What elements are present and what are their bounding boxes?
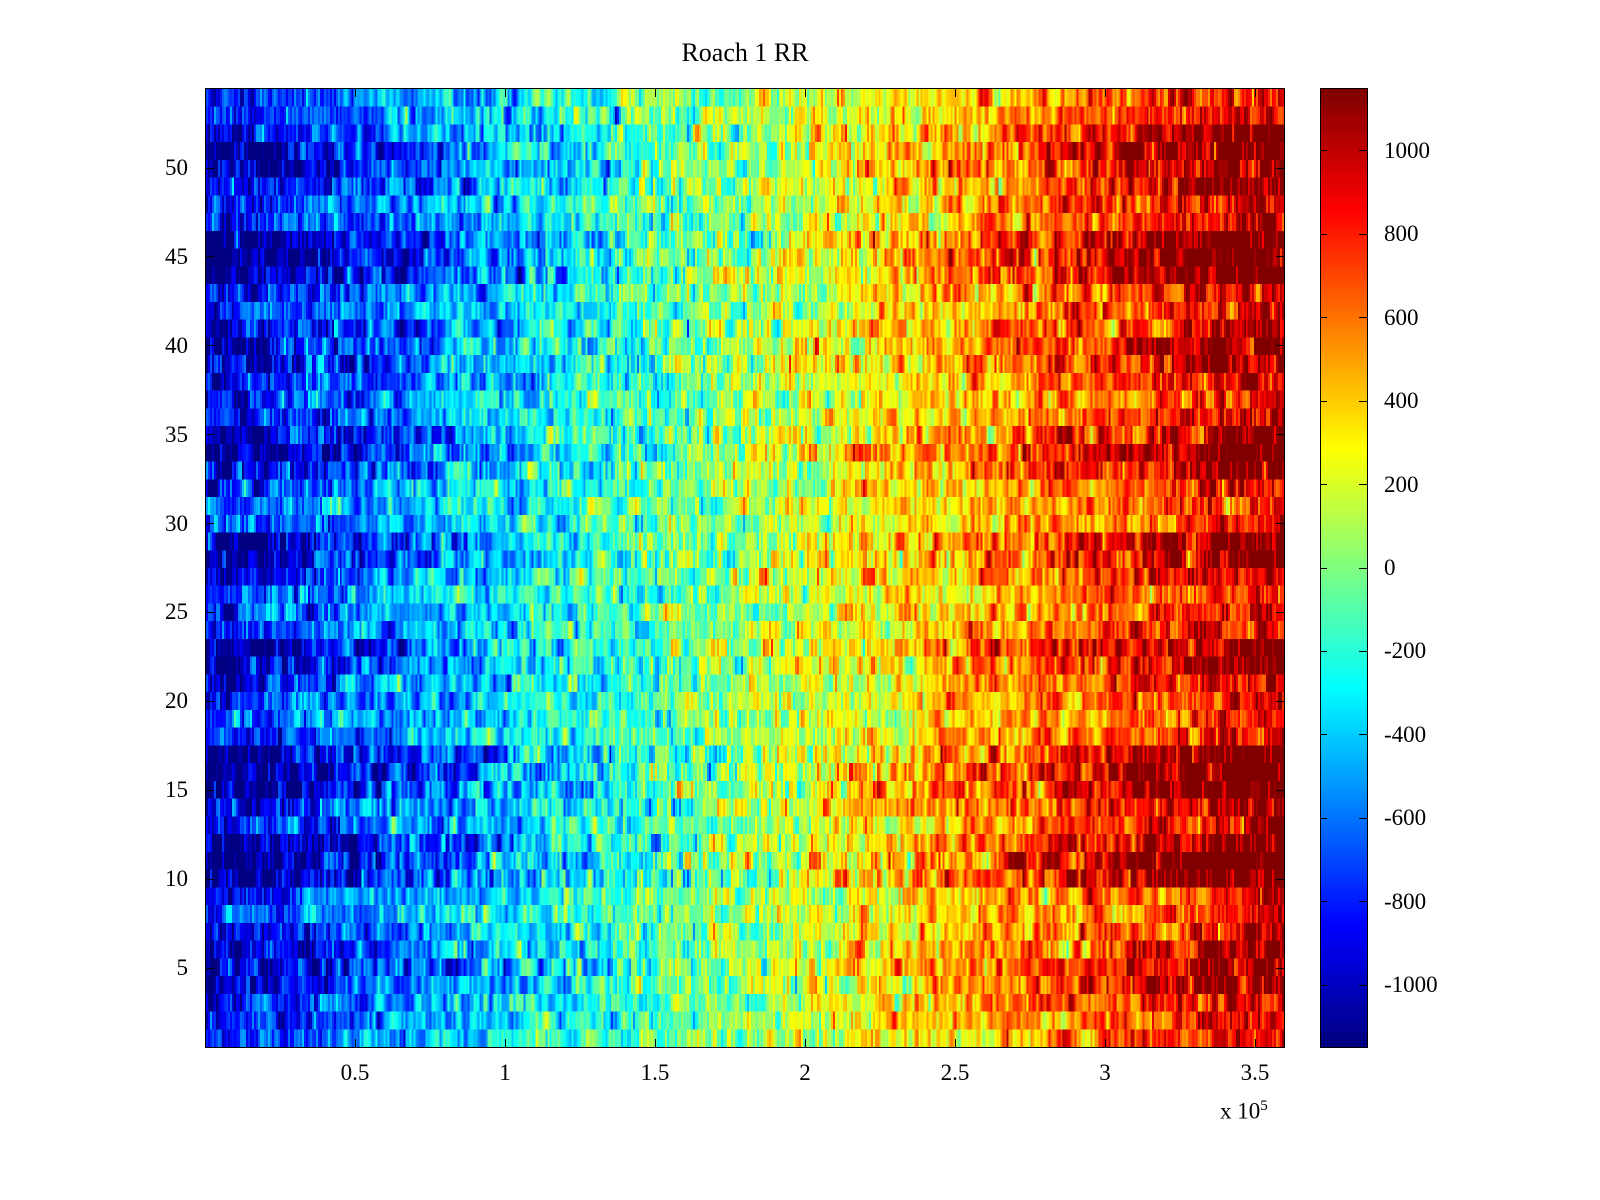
colorbar-tick-mark [1359,150,1367,152]
colorbar-tick-mark-left [1321,150,1327,152]
y-tick-mark-right [1276,967,1284,969]
x-tick-mark-top [354,89,356,97]
x-tick-label: 0.5 [340,1060,370,1085]
y-tick-label: 20 [165,688,188,714]
x-tick-mark [1254,1039,1256,1047]
x-tick-mark-top [1254,89,1256,97]
x-tick-mark-top [654,89,656,97]
y-tick-mark-right [1276,700,1284,702]
colorbar-tick-label: -1000 [1384,972,1438,998]
y-tick-mark [206,789,214,791]
y-tick-mark-right [1276,434,1284,436]
colorbar-tick-mark-left [1321,817,1327,819]
colorbar-tick-mark-left [1321,650,1327,652]
colorbar-tick-mark-left [1321,734,1327,736]
colorbar-tick-label: -200 [1384,638,1427,664]
x-tick-label: 2.5 [940,1060,970,1085]
y-tick-label: 10 [165,866,188,892]
x-tick-mark [654,1039,656,1047]
colorbar-tick-mark [1359,233,1367,235]
x-tick-label: 1 [499,1060,511,1085]
colorbar-tick-mark-left [1321,233,1327,235]
y-tick-mark [206,967,214,969]
y-tick-mark [206,700,214,702]
x-tick-mark-top [954,89,956,97]
y-tick-mark [206,167,214,169]
colorbar-tick-mark [1359,984,1367,986]
colorbar-tick-mark-left [1321,984,1327,986]
y-tick-mark [206,523,214,525]
colorbar-tick-mark-left [1321,317,1327,319]
x-tick-mark [1104,1039,1106,1047]
chart-title: Roach 1 RR [681,38,809,67]
y-tick-mark-right [1276,256,1284,258]
x-tick-label: 1.5 [640,1060,670,1085]
colorbar-tick-mark-left [1321,484,1327,486]
x-tick-label: 3 [1099,1060,1111,1085]
colorbar-tick-mark [1359,484,1367,486]
colorbar-tick-label: -600 [1384,805,1427,831]
x-tick-mark-top [1104,89,1106,97]
x-tick-mark [504,1039,506,1047]
colorbar-tick-mark-left [1321,400,1327,402]
colorbar-tick-mark-left [1321,567,1327,569]
x-tick-label: 2 [799,1060,811,1085]
y-tick-mark [206,878,214,880]
colorbar-tick-mark [1359,400,1367,402]
colorbar-tick-label: -400 [1384,721,1427,747]
y-tick-label: 30 [165,510,188,536]
colorbar-tick-label: 800 [1384,221,1419,247]
y-tick-label: 35 [165,421,188,447]
heatmap-plot-area [205,88,1285,1048]
colorbar-tick-mark [1359,650,1367,652]
y-tick-label: 50 [165,155,188,180]
colorbar-tick-mark [1359,901,1367,903]
y-tick-mark-right [1276,878,1284,880]
x-axis-scale-label: x 105 [1220,1098,1268,1124]
y-tick-mark-right [1276,345,1284,347]
colorbar-tick-label: 0 [1384,555,1396,580]
x-tick-mark [804,1039,806,1047]
colorbar-tick-label: -800 [1384,888,1427,914]
y-tick-label: 40 [165,332,188,358]
y-tick-mark-right [1276,523,1284,525]
colorbar-tick-mark [1359,317,1367,319]
y-tick-label: 5 [176,955,189,980]
y-tick-label: 15 [165,777,188,803]
x-tick-mark [354,1039,356,1047]
y-tick-mark [206,434,214,436]
y-tick-mark [206,345,214,347]
colorbar-tick-mark [1359,567,1367,569]
y-tick-label: 45 [165,243,188,269]
heatmap-canvas [206,89,1284,1047]
colorbar-tick-mark [1359,817,1367,819]
colorbar-tick-mark [1359,734,1367,736]
y-tick-label: 25 [165,599,188,625]
x-tick-label: 3.5 [1240,1060,1270,1085]
colorbar-tick-mark-left [1321,901,1327,903]
colorbar-tick-label: 200 [1384,471,1419,497]
y-tick-mark [206,256,214,258]
colorbar-tick-label: 600 [1384,304,1419,330]
x-tick-mark-top [804,89,806,97]
colorbar-tick-label: 400 [1384,388,1419,414]
x-tick-mark-top [504,89,506,97]
y-tick-mark-right [1276,789,1284,791]
y-tick-mark-right [1276,611,1284,613]
y-tick-mark [206,611,214,613]
x-tick-mark [954,1039,956,1047]
colorbar-tick-label: 1000 [1384,137,1430,163]
y-tick-mark-right [1276,167,1284,169]
